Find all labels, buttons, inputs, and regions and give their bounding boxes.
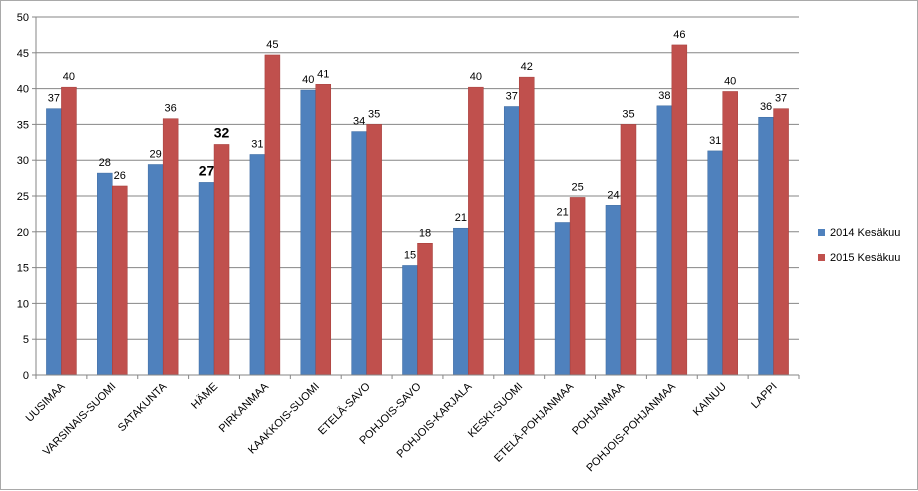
bar-2014 <box>402 265 418 376</box>
data-label: 27 <box>199 162 215 178</box>
bar-2015 <box>620 124 637 376</box>
legend-label-2015: 2015 Kesäkuu <box>830 252 900 264</box>
y-tick-label: 20 <box>17 227 29 239</box>
bar-2014 <box>503 106 520 376</box>
data-label: 40 <box>302 74 314 86</box>
bar-2014 <box>554 222 571 376</box>
category-label: ETELÄ-SAVO <box>316 380 373 437</box>
data-label: 29 <box>150 148 162 160</box>
data-label: 15 <box>404 249 416 261</box>
bar-2014 <box>147 164 164 376</box>
y-tick-label: 0 <box>23 370 29 382</box>
category-label: KAINUU <box>691 381 729 419</box>
data-label: 34 <box>353 116 365 128</box>
bar-2015 <box>264 54 281 376</box>
data-label: 40 <box>724 75 736 87</box>
bar-2015 <box>468 86 484 376</box>
legend: 2014 Kesäkuu 2015 Kesäkuu <box>818 227 900 264</box>
data-label: 37 <box>506 91 518 103</box>
bar-2015 <box>315 84 332 376</box>
data-label: 21 <box>556 206 568 218</box>
y-tick-label: 25 <box>17 191 29 203</box>
legend-swatch-2015 <box>818 254 825 261</box>
bar-2015 <box>213 144 230 376</box>
bar-2014 <box>300 89 317 376</box>
y-tick-label: 35 <box>17 119 29 131</box>
category-label: POHJOIS-POHJANMAA <box>584 380 678 474</box>
data-label: 37 <box>775 93 787 105</box>
bar-2014 <box>46 108 62 376</box>
category-label: SATAKUNTA <box>116 380 170 434</box>
bar-2015 <box>671 44 688 376</box>
data-label: 31 <box>709 135 721 147</box>
bar-2015 <box>722 91 738 376</box>
category-label: LAPPI <box>749 381 780 412</box>
data-label: 40 <box>470 71 482 83</box>
category-label: UUSIMAA <box>24 380 68 424</box>
y-tick-label: 15 <box>17 263 29 275</box>
bar-2015 <box>366 124 382 376</box>
data-label: 45 <box>266 39 278 51</box>
bar-2015 <box>773 108 789 376</box>
bar-2014 <box>758 116 774 376</box>
data-label: 35 <box>622 108 634 120</box>
bar-2014 <box>198 182 215 376</box>
bar-2014 <box>707 150 723 376</box>
data-label: 40 <box>63 71 75 83</box>
data-label: 32 <box>214 124 230 140</box>
data-label: 28 <box>99 157 111 169</box>
bar-2014 <box>453 227 469 376</box>
data-label: 42 <box>521 61 533 73</box>
y-tick-label: 5 <box>23 334 29 346</box>
bar-2015 <box>112 185 128 376</box>
bar-2015 <box>569 197 586 376</box>
data-label: 35 <box>368 108 380 120</box>
legend-swatch-2014 <box>818 229 825 236</box>
bar-2015 <box>518 76 535 376</box>
data-label: 18 <box>419 227 431 239</box>
category-label: POHJANMAA <box>570 380 627 437</box>
bar-2014 <box>656 105 673 376</box>
y-tick-label: 45 <box>17 48 29 60</box>
data-label: 38 <box>658 90 670 102</box>
bar-2014 <box>249 154 266 376</box>
legend-label-2014: 2014 Kesäkuu <box>830 227 900 239</box>
data-label: 46 <box>673 29 685 41</box>
y-tick-label: 30 <box>17 155 29 167</box>
data-label: 21 <box>455 212 467 224</box>
bars <box>46 44 789 376</box>
data-label: 36 <box>165 103 177 115</box>
data-labels: 37 28 29 27 31 40 34 15 21 37 21 24 38 31 36 40 26 36 32 45… <box>48 29 787 262</box>
data-label: 25 <box>571 181 583 193</box>
data-label: 41 <box>317 68 329 80</box>
y-tick-label: 10 <box>17 298 29 310</box>
data-label: 26 <box>114 170 126 182</box>
data-label: 37 <box>48 93 60 105</box>
y-tick-label: 50 <box>17 12 29 24</box>
category-label: PIRKANMAA <box>217 380 272 435</box>
bar-2015 <box>417 243 433 376</box>
bar-2015 <box>61 86 77 376</box>
data-label: 24 <box>607 189 619 201</box>
bar-2014 <box>605 205 622 376</box>
bar-2015 <box>162 118 179 376</box>
bar-2014 <box>351 131 367 376</box>
category-label: HÄME <box>189 381 220 412</box>
data-label: 36 <box>760 101 772 113</box>
y-tick-label: 40 <box>17 84 29 96</box>
bar-2014 <box>97 172 113 376</box>
data-label: 31 <box>251 138 263 150</box>
